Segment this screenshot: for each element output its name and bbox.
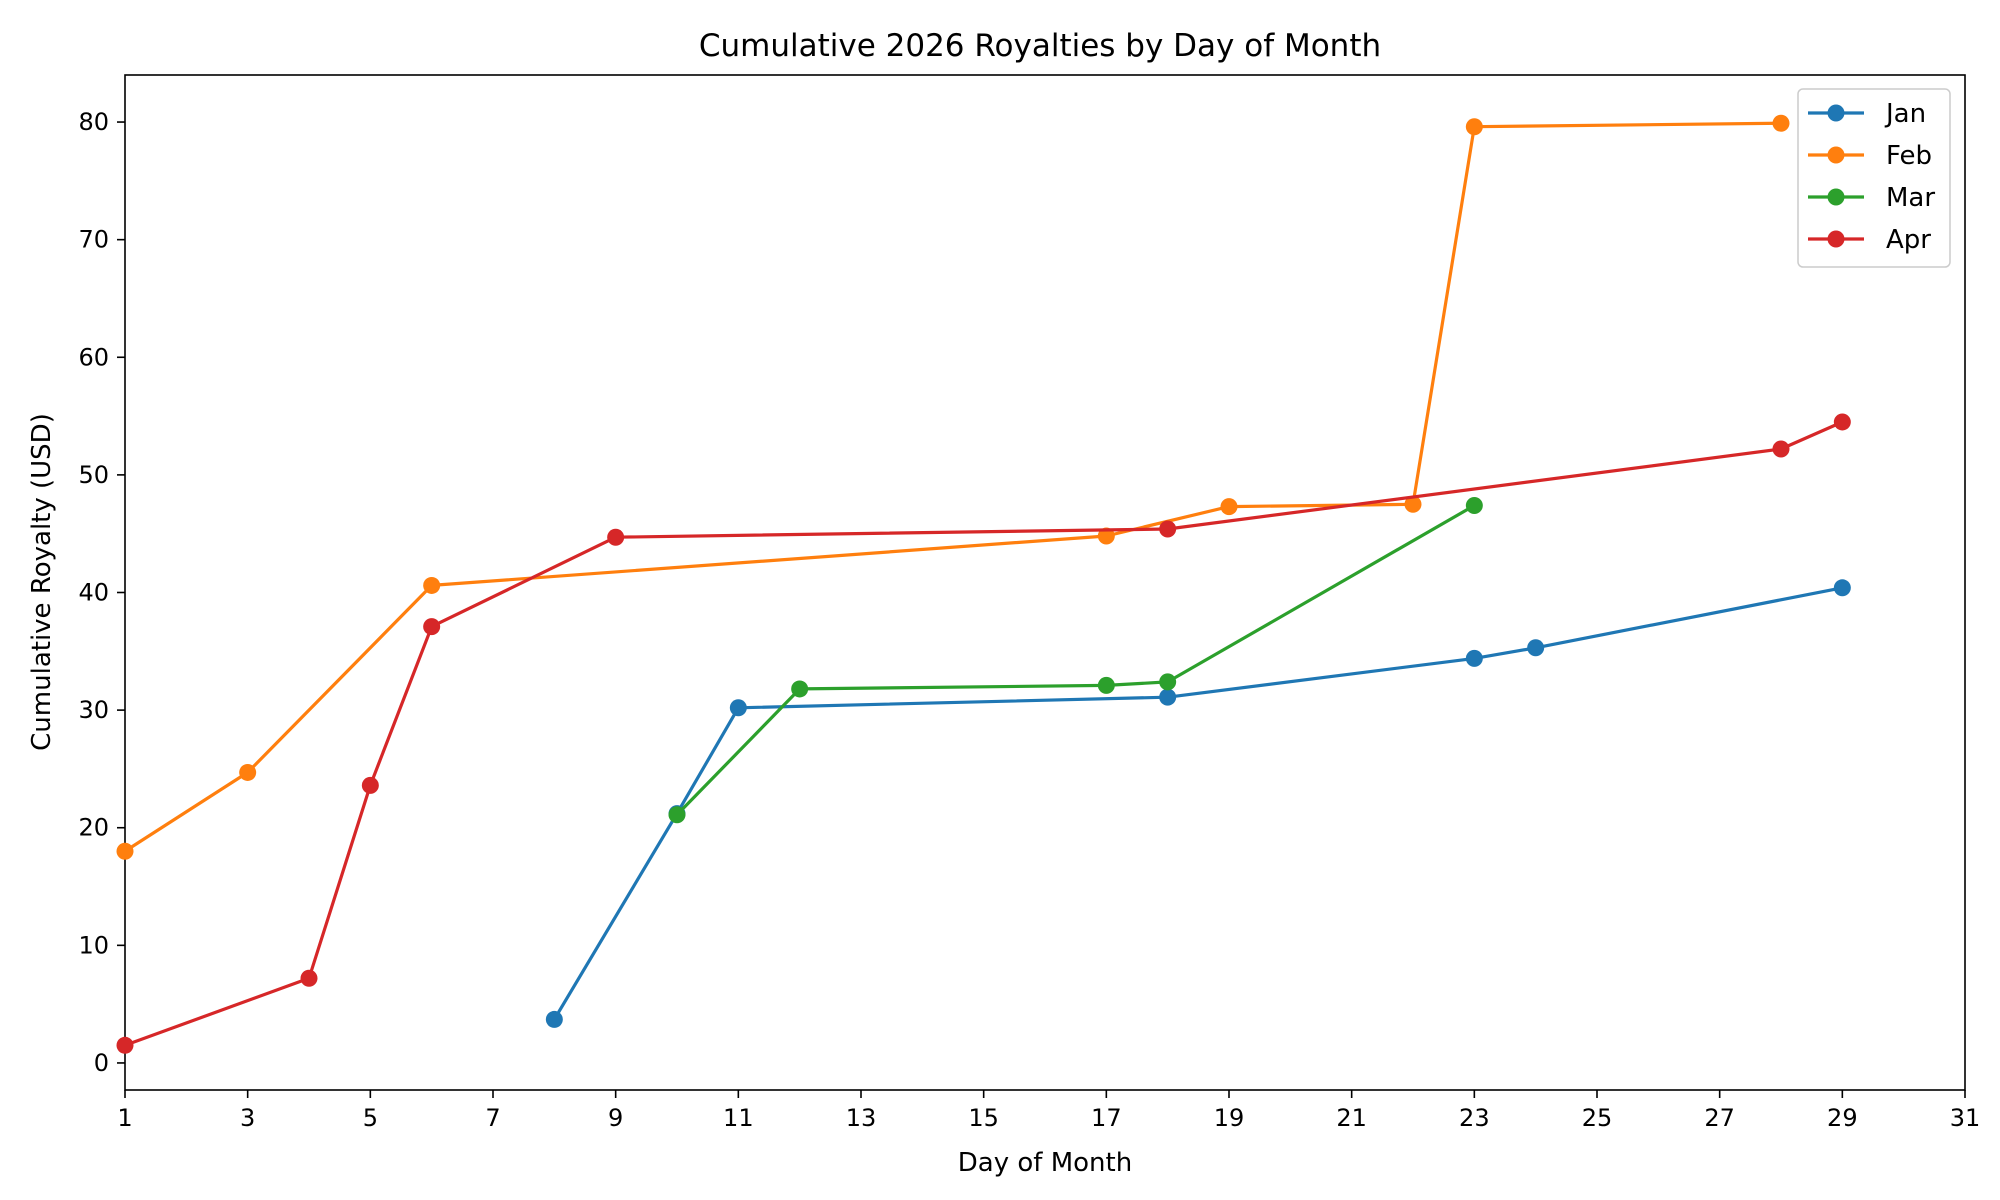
data-point-apr	[607, 528, 625, 546]
data-point-mar	[1159, 673, 1177, 691]
legend: Jan Feb Mar Apr	[1797, 88, 1951, 268]
y-tick-label: 50	[78, 461, 109, 489]
data-point-apr	[1159, 520, 1177, 538]
series-feb	[116, 114, 1790, 860]
data-point-feb	[1465, 118, 1483, 136]
y-tick-label: 0	[94, 1049, 109, 1077]
y-tick-label: 60	[78, 343, 109, 371]
x-tick-label: 7	[485, 1104, 500, 1132]
data-point-jan	[1159, 688, 1177, 706]
data-point-feb	[423, 576, 441, 594]
x-tick-label: 9	[608, 1104, 623, 1132]
series-layer	[116, 114, 1851, 1054]
data-point-mar	[1097, 676, 1115, 694]
data-point-feb	[1404, 495, 1422, 513]
legend-marker-apr	[1827, 230, 1845, 248]
x-tick-label: 1	[117, 1104, 132, 1132]
legend-marker-jan	[1827, 104, 1845, 122]
legend-item-feb: Feb	[1808, 141, 1932, 171]
y-axis-ticks: 0 10 20 30 40 50 60 70 80	[78, 108, 125, 1077]
x-tick-label: 31	[1950, 1104, 1981, 1132]
y-tick-label: 30	[78, 696, 109, 724]
plot-frame	[124, 74, 1966, 1091]
data-point-apr	[116, 1036, 134, 1054]
y-tick-label: 80	[78, 108, 109, 136]
data-point-mar	[1465, 496, 1483, 514]
x-tick-label: 13	[846, 1104, 877, 1132]
series-line-mar	[675, 504, 1476, 816]
x-tick-label: 21	[1336, 1104, 1367, 1132]
data-point-jan	[729, 699, 747, 717]
x-axis-ticks: 1 3 5 7 9 11 13 15 17 19 21 23 25 27 29 31	[117, 1090, 1980, 1132]
legend-label-mar: Mar	[1886, 183, 1935, 213]
data-point-apr	[361, 776, 379, 794]
data-point-feb	[1772, 114, 1790, 132]
x-tick-label: 23	[1459, 1104, 1490, 1132]
series-line-feb	[124, 121, 1782, 853]
legend-item-jan: Jan	[1808, 99, 1926, 129]
legend-label-apr: Apr	[1886, 225, 1931, 255]
x-axis-label: Day of Month	[958, 1148, 1132, 1178]
data-point-feb	[239, 763, 257, 781]
x-tick-label: 5	[363, 1104, 378, 1132]
data-point-mar	[791, 680, 809, 698]
data-point-jan	[1527, 639, 1545, 657]
x-tick-label: 19	[1214, 1104, 1245, 1132]
legend-marker-mar	[1827, 188, 1845, 206]
data-point-jan	[545, 1010, 563, 1028]
legend-label-feb: Feb	[1886, 141, 1932, 171]
y-tick-label: 70	[78, 226, 109, 254]
x-tick-label: 11	[723, 1104, 754, 1132]
data-point-apr	[300, 969, 318, 987]
series-mar	[668, 496, 1483, 824]
y-tick-label: 10	[78, 931, 109, 959]
series-jan	[545, 579, 1851, 1028]
data-point-feb	[116, 842, 134, 860]
data-point-feb	[1097, 527, 1115, 545]
series-apr	[116, 413, 1851, 1054]
y-tick-label: 20	[78, 814, 109, 842]
legend-box	[1797, 88, 1951, 268]
x-tick-label: 17	[1091, 1104, 1122, 1132]
series-line-apr	[124, 420, 1843, 1047]
data-point-jan	[1465, 649, 1483, 667]
data-point-apr	[1833, 413, 1851, 431]
legend-marker-feb	[1827, 146, 1845, 164]
data-point-apr	[423, 618, 441, 636]
legend-label-jan: Jan	[1884, 99, 1926, 129]
x-tick-label: 27	[1704, 1104, 1735, 1132]
legend-item-apr: Apr	[1808, 225, 1931, 255]
x-tick-label: 25	[1582, 1104, 1613, 1132]
x-tick-label: 3	[240, 1104, 255, 1132]
data-point-apr	[1772, 440, 1790, 458]
legend-item-mar: Mar	[1808, 183, 1935, 213]
series-line-jan	[552, 586, 1843, 1021]
data-point-feb	[1220, 498, 1238, 516]
data-point-jan	[1833, 579, 1851, 597]
data-point-mar	[668, 806, 686, 824]
x-tick-label: 29	[1827, 1104, 1858, 1132]
chart-title: Cumulative 2026 Royalties by Day of Mont…	[699, 28, 1381, 64]
y-tick-label: 40	[78, 578, 109, 606]
x-tick-label: 15	[968, 1104, 999, 1132]
y-axis-label: Cumulative Royalty (USD)	[27, 413, 57, 751]
